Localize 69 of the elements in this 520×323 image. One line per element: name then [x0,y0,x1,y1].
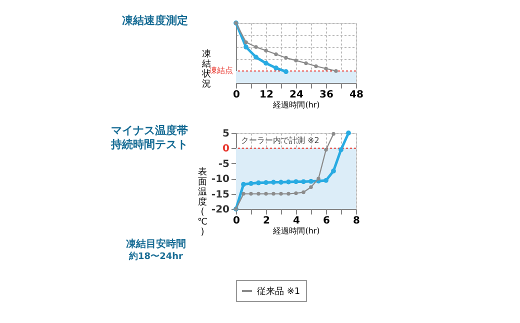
point [301,179,306,184]
point [308,178,314,184]
x-tick-label: 48 [350,90,364,100]
point [338,147,344,152]
point [324,66,328,70]
x-tick-label: 36 [320,90,334,100]
text: 約18〜24hr [128,251,184,262]
legend-label: 従来品 ※1 [257,286,300,297]
x-tick-label: 24 [290,90,304,100]
y-tick-label: -15 [211,189,230,200]
x-axis-title: 経過時間(hr) [272,100,320,110]
point [316,176,320,180]
point [254,54,258,60]
point [249,192,253,196]
point [324,178,328,183]
point [294,179,298,184]
point [244,40,248,44]
y-tick-label: 0 [222,144,230,155]
point [324,148,328,152]
point [264,192,268,196]
point [256,180,261,186]
point [278,180,284,185]
point [294,191,298,196]
annotation: クーラー内で計測 ※2 [241,136,320,145]
point [272,192,276,196]
point [286,180,291,184]
ref-line-label: 凍結点 [209,66,233,75]
chart-title: マイナス温度帯持続時間テスト [110,124,188,151]
y-axis-title: 凍結状況 [201,48,211,90]
point [242,192,246,196]
point [331,168,336,174]
x-axis-title: 経過時間(hr) [272,226,320,236]
x-tick-label: 2 [263,216,270,226]
x-tick-label: 0 [233,90,240,100]
point [302,190,306,194]
x-tick-label: 12 [260,90,274,100]
point [346,130,351,136]
point [244,44,248,50]
text: 凍結目安時間 [126,238,186,250]
point [241,182,246,187]
point [286,192,290,196]
point [284,69,288,74]
y-tick-label: -5 [218,158,230,170]
point [248,181,254,186]
y-tick-label: -20 [211,204,230,216]
point [264,60,268,66]
point [264,48,268,52]
point [271,180,276,185]
point [256,192,260,196]
y-tick-label: 5 [222,128,230,140]
point [274,52,278,56]
point [334,69,338,73]
point [314,64,318,68]
point [304,61,308,66]
point [332,132,336,136]
point [284,56,288,60]
point [264,180,268,185]
x-tick-label: 6 [323,216,330,226]
x-tick-label: 8 [353,216,360,226]
y-tick-label: -10 [211,174,230,186]
x-tick-label: 4 [293,216,300,226]
point [294,58,298,62]
x-tick-label: 0 [233,216,240,226]
point [309,185,313,189]
point [274,66,278,70]
chart-title: 凍結速度測定 [122,14,188,27]
point [279,192,283,196]
point [254,45,258,49]
y-axis-title: 表面温度(℃) [197,166,208,238]
